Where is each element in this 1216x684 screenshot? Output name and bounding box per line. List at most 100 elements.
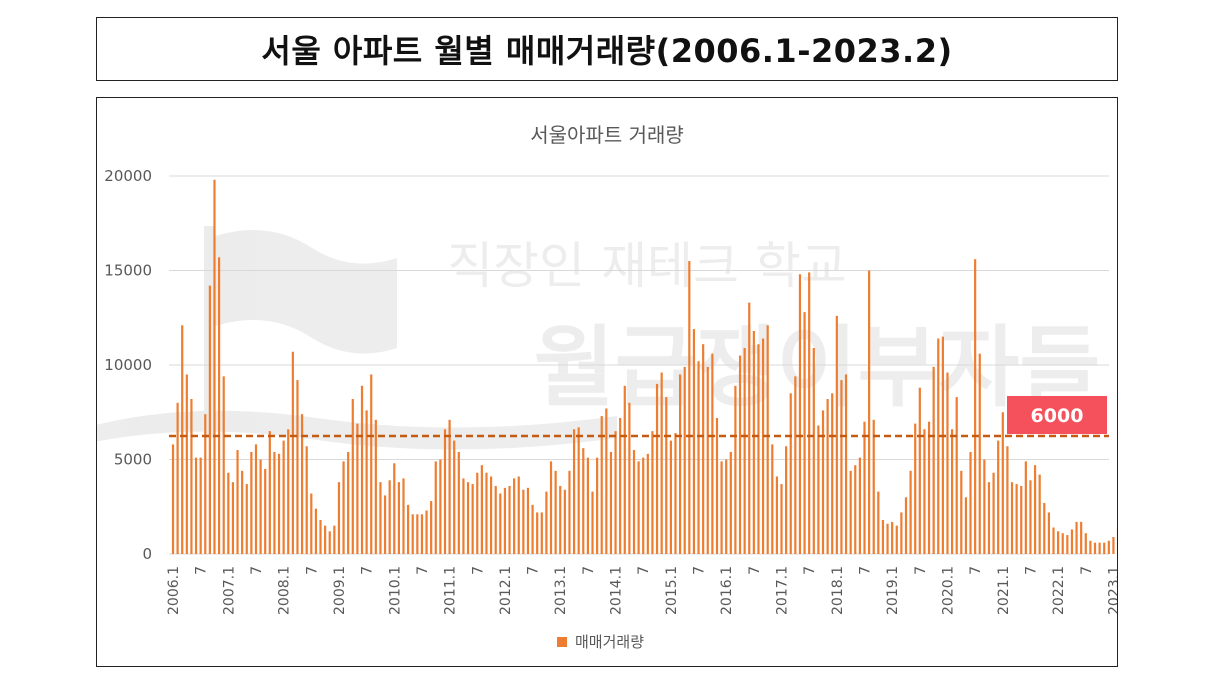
bar (356, 423, 359, 554)
bar (752, 330, 755, 554)
bar (863, 421, 866, 554)
bar (1080, 521, 1083, 554)
bar (789, 393, 792, 554)
bar (250, 451, 253, 554)
bar (914, 423, 917, 554)
bar (743, 347, 746, 554)
bar (430, 501, 433, 554)
bar (983, 459, 986, 554)
bar (370, 374, 373, 554)
x-axis-ticks: 2006.1 7 2007.1 7 2008.1 7 2009.1 7 2010.1 7 2011.… (166, 566, 1117, 615)
bar (757, 344, 760, 554)
x-tick-label: 2017.1 (775, 566, 791, 615)
bar (425, 510, 428, 554)
bar (702, 344, 705, 554)
x-tick-label: 2006.1 (166, 566, 182, 615)
watermark-line2: 월급쟁이부자들 (534, 316, 1101, 419)
bar (254, 444, 258, 554)
y-tick-label: 15000 (104, 262, 152, 280)
bar (572, 429, 576, 554)
bar (489, 476, 493, 554)
bar (208, 285, 211, 554)
bar (411, 514, 414, 554)
bar (950, 429, 954, 554)
bar (517, 476, 520, 554)
reference-line-group: 6000 (169, 396, 1109, 438)
bars (171, 179, 1117, 554)
bar (946, 372, 949, 554)
y-tick-label: 20000 (104, 167, 152, 185)
bar (927, 421, 931, 554)
bar (577, 427, 580, 554)
bar (803, 312, 806, 554)
bar (808, 272, 811, 554)
bar (466, 482, 470, 554)
bar (222, 376, 225, 554)
x-tick-label: 7 (1023, 566, 1039, 575)
bar (1066, 535, 1069, 554)
bar (987, 482, 991, 554)
headline-box: 서울 아파트 월별 매매거래량(2006.1-2023.2) (96, 17, 1118, 81)
bar (471, 484, 474, 554)
bar (545, 491, 548, 554)
bar (997, 440, 1000, 554)
bar (692, 329, 696, 554)
bar (1084, 533, 1087, 554)
bar (1089, 540, 1092, 554)
bar-chart: 직장인 재테크 학교 월급쟁이부자들 서울아파트 거래량 0 5000 10000 1… (97, 123, 1117, 651)
bar (407, 504, 410, 554)
bar (715, 417, 719, 554)
bar (600, 416, 603, 554)
bar (646, 453, 649, 554)
bar (628, 402, 631, 554)
bar (780, 484, 783, 554)
bar (1015, 484, 1018, 554)
bar (379, 482, 382, 554)
bar (374, 419, 377, 554)
bar (402, 478, 405, 554)
bar (1098, 542, 1101, 554)
bar (609, 451, 613, 554)
bar (499, 493, 502, 554)
reference-callout (1007, 396, 1107, 434)
bar (992, 472, 995, 554)
y-tick-label: 0 (142, 545, 152, 563)
bar (231, 482, 235, 554)
bar (974, 259, 977, 554)
bar (199, 457, 202, 554)
y-tick-label: 10000 (104, 356, 152, 374)
bar (720, 461, 723, 554)
bar (858, 457, 861, 554)
bar (277, 453, 281, 554)
bar (319, 519, 322, 554)
legend-swatch (557, 637, 567, 647)
bar (485, 472, 488, 554)
bar (623, 385, 626, 554)
bar (559, 485, 562, 554)
bar (918, 387, 921, 554)
bar (388, 480, 391, 554)
bar (448, 419, 451, 554)
x-tick-label: 7 (194, 566, 210, 575)
x-tick-label: 7 (581, 566, 597, 575)
bar (771, 444, 774, 554)
bar (333, 525, 336, 554)
y-tick-label: 5000 (114, 451, 152, 469)
bar (619, 417, 622, 554)
bar (766, 325, 769, 554)
bar (960, 470, 963, 554)
bar (328, 531, 331, 554)
bar (181, 325, 184, 554)
x-tick-label: 2021.1 (996, 566, 1012, 615)
bar (748, 302, 751, 554)
bar (480, 465, 483, 554)
bar (679, 374, 682, 554)
bar (1006, 446, 1009, 554)
x-tick-label: 7 (526, 566, 542, 575)
bar (287, 429, 290, 554)
bar (785, 446, 788, 554)
x-tick-label: 7 (304, 566, 320, 575)
bar (360, 385, 364, 554)
bar (365, 410, 368, 554)
bar (259, 459, 262, 554)
